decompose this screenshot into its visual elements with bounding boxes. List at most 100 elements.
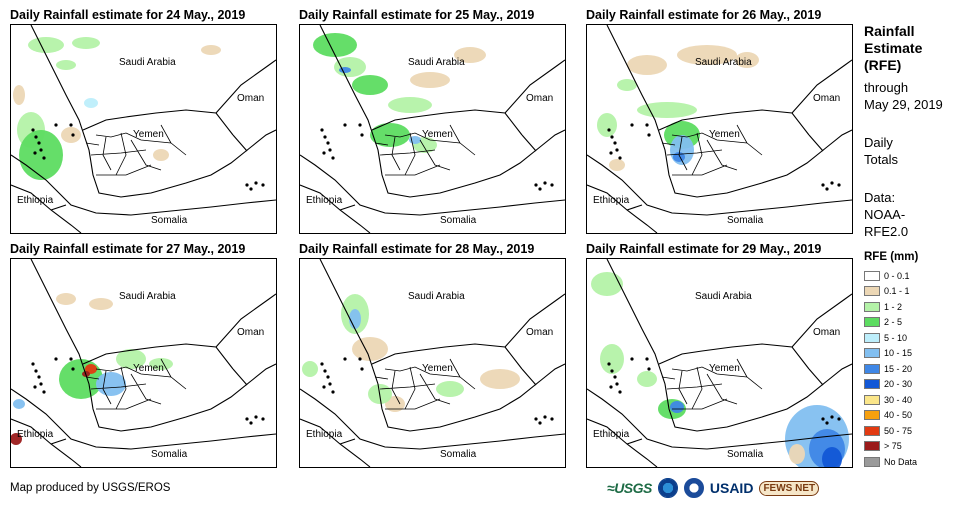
rainfall-patch [11,433,22,445]
legend-item: 5 - 10 [864,330,917,346]
rainfall-patch [56,60,76,70]
rainfall-patch [19,130,63,180]
island-dot [534,183,538,187]
island-dot [618,156,622,160]
saudi-oman-border [215,59,276,114]
legend-item: 10 - 15 [864,346,917,362]
rainfall-layer [302,294,520,412]
sidebar-daily: Daily [864,135,893,150]
legend-item: 15 - 20 [864,361,917,377]
rainfall-map-26: Saudi Arabia Oman Yemen Ethiopia Somalia [586,24,853,234]
legend-item: 1 - 2 [864,299,917,315]
sidebar-date: May 29, 2019 [864,97,943,112]
yemen-governorates [374,358,476,410]
country-borders [11,25,276,233]
horn-of-africa-coast [587,388,852,450]
island-dot [261,183,265,187]
rainfall-patch [56,293,76,305]
horn-of-africa-coast [587,154,852,216]
coastal-islands [31,123,265,191]
panel-title-27: Daily Rainfall estimate for 27 May., 201… [10,242,246,256]
ethiopia-border [587,184,658,233]
legend-swatch [864,286,880,297]
country-borders [587,259,852,467]
island-dot [249,421,253,425]
fews-net-logo: FEWS NET [759,480,820,496]
legend-swatch [864,270,880,281]
horn-of-africa-coast [300,154,565,216]
rainfall-patch [627,55,667,75]
yemen-governorates [374,124,476,176]
island-dot [320,128,324,132]
island-dot [69,123,73,127]
rainfall-patch [349,309,361,329]
island-dot [69,357,73,361]
map-label-somalia: Somalia [727,449,764,460]
rainfall-patch [370,123,410,147]
ethiopia-border [11,418,82,467]
rainfall-patch [436,381,464,397]
djibouti-border [626,204,643,211]
island-dot [534,417,538,421]
arabian-coastline [606,25,852,198]
map-label-ethiopia: Ethiopia [17,195,54,206]
horn-of-africa-coast [300,388,565,450]
oman-yemen-border [808,134,824,152]
legend-swatch [864,379,880,390]
legend-swatch [864,332,880,343]
island-dot [331,390,335,394]
map-label-ethiopia: Ethiopia [593,429,630,440]
sidebar-title-line-2: Estimate [864,40,923,56]
arabian-coastline [30,259,276,432]
usaid-seal-icon [683,478,704,498]
usaid-logo: USAID [709,480,754,496]
coastal-islands [607,357,841,425]
map-label-ethiopia: Ethiopia [593,195,630,206]
island-dot [54,357,58,361]
legend-item: No Data [864,454,917,470]
rainfall-patch [339,67,351,73]
map-label-yemen: Yemen [709,129,740,140]
island-dot [322,151,326,155]
djibouti-border [339,204,356,211]
map-label-somalia: Somalia [440,215,477,226]
island-dot [645,123,649,127]
rainfall-patch [61,127,81,143]
legend-swatch [864,425,880,436]
rfe-legend: 0 - 0.1 0.1 - 1 1 - 2 2 - 5 5 - 10 10 - 15 15 … [864,268,917,470]
saudi-oman-border [215,293,276,348]
logo-strip: ≈USGS USAID FEWS NET [607,478,820,498]
rainfall-layer [13,37,221,180]
island-dot [615,148,619,152]
panel-title-29: Daily Rainfall estimate for 29 May., 201… [586,242,822,256]
legend-label: 1 - 2 [884,301,903,312]
island-dot [331,156,335,160]
island-dot [42,156,46,160]
saudi-oman-border [504,293,565,348]
rainfall-patch [313,33,357,57]
island-dot [610,369,614,373]
legend-item: 40 - 50 [864,408,917,424]
sidebar-title-line-1: Rainfall [864,23,915,39]
ethiopia-border [11,184,82,233]
map-label-yemen: Yemen [133,363,164,374]
rainfall-patch [637,371,657,387]
rainfall-patch [735,52,759,68]
rainfall-layer [313,33,486,153]
panel-title-24: Daily Rainfall estimate for 24 May., 201… [10,8,246,22]
island-dot [609,151,613,155]
country-borders [11,259,276,467]
island-dot [837,417,841,421]
island-dot [320,362,324,366]
oman-yemen-border [521,134,537,152]
island-dot [254,415,258,419]
island-dot [323,369,327,373]
map-label-ethiopia: Ethiopia [306,195,343,206]
rainfall-patch [302,361,318,377]
island-dot [328,148,332,152]
arabian-coastline [606,259,852,432]
island-dot [543,181,547,185]
rainfall-patch [410,72,450,88]
island-dot [71,367,75,371]
rainfall-patch [637,102,697,118]
